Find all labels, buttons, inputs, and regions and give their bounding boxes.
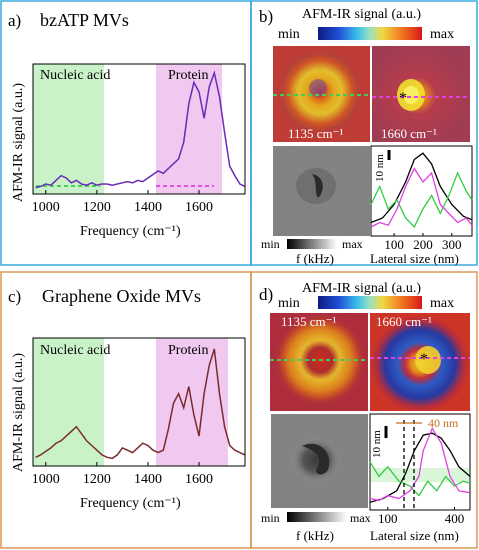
panel-d-colorbar [318,296,422,309]
panel-d-star: * [420,351,428,368]
panel-b-map-1135: 1135 cm⁻¹ [273,46,370,142]
panel-b-star: * [399,90,407,107]
panel-d-map-1135: 1135 cm⁻¹ [270,313,368,411]
panel-b-min: min [278,27,300,42]
panel-c-axes [32,337,246,467]
panel-b-scale-label: 10 nm [374,154,386,182]
panel-d-map2-label: 1660 cm⁻¹ [376,314,432,329]
panel-c-letter: c) [8,287,21,306]
profile-black [370,152,473,224]
panel-d-min: min [278,296,300,311]
panel-b-title: AFM-IR signal (a.u.) [302,7,421,22]
panel-d: d) AFM-IR signal (a.u.) min max 1135 cm⁻… [259,281,471,543]
panel-a-nucleic-label: Nucleic acid [40,68,110,83]
profile-x-tick-label: 400 [445,511,465,526]
panel-d-gray-min: min [261,511,280,525]
profile-green [370,171,473,229]
panel-c-ylabel: AFM-IR signal (a.u.) [11,353,26,472]
panel-b-xticks: 100 200 300 [384,233,462,252]
panel-b-colorbar [318,27,422,40]
panel-b-gray-label: f (kHz) [296,251,334,266]
panel-a-ylabel: AFM-IR signal (a.u.) [11,83,26,202]
panel-c-title: Graphene Oxide MVs [42,286,201,306]
panel-b-gray-max: max [342,237,363,251]
panel-b-map1-label: 1135 cm⁻¹ [288,126,344,141]
profile-x-tick-label: 100 [378,511,398,526]
panel-d-xlabel: Lateral size (nm) [370,528,459,543]
panel-d-max: max [430,296,454,311]
panel-a-axes [32,63,246,195]
panel-a-nucleic-band [33,64,104,194]
x-tick-label: 1600 [185,200,213,215]
panel-b-frame [250,0,478,266]
panel-d-title: AFM-IR signal (a.u.) [302,281,421,296]
panel-a-protein-label: Protein [168,68,208,83]
x-tick-label: 1400 [134,200,162,215]
panel-b-max: max [430,27,454,42]
x-tick-label: 1200 [83,472,111,487]
panel-c-spectrum [35,348,246,460]
panel-b-profile-axes [370,145,473,237]
panel-a-xlabel: Frequency (cm⁻¹) [80,224,181,239]
x-tick-label: 1200 [83,200,111,215]
panel-b-letter: b) [259,7,273,26]
x-tick-label: 1600 [185,472,213,487]
panel-c-protein-label: Protein [168,343,208,358]
panel-b: b) AFM-IR signal (a.u.) min max 1135 cm⁻… [259,7,473,266]
panel-b-gray-min: min [261,237,280,251]
panel-d-graybar [287,512,347,522]
panel-a: a) bzATP MVs Nucleic acid Protein 1000 12… [8,10,246,239]
panel-c-xlabel: Frequency (cm⁻¹) [80,496,181,511]
profile-magenta [370,167,473,228]
profile-x-tick-label: 100 [384,237,404,252]
panel-d-stiffness-map [271,414,368,508]
panel-a-letter: a) [8,11,21,30]
panel-d-xticks: 100 400 [378,507,464,526]
panel-d-map1-label: 1135 cm⁻¹ [281,314,337,329]
panel-b-graybar [287,239,337,249]
x-tick-label: 1000 [32,200,60,215]
profile-x-tick-label: 200 [413,237,433,252]
panel-d-letter: d) [259,285,273,304]
panel-c-nucleic-band [33,338,104,466]
panel-c: c) Graphene Oxide MVs Nucleic acid Prote… [8,286,246,511]
panel-a-spectrum [35,70,246,189]
panel-a-protein-band [156,64,222,194]
panel-b-stiffness-map [273,146,370,236]
panel-b-map-1660: * 1660 cm⁻¹ [372,46,470,142]
panel-d-frame [250,271,478,549]
panel-c-xticks: 1000 1200 1400 1600 [32,462,213,487]
x-tick-label: 1000 [32,472,60,487]
panel-b-map2-label: 1660 cm⁻¹ [381,126,437,141]
profile-magenta [369,426,471,502]
panel-d-gray-label: f (kHz) [296,528,334,543]
panel-c-nucleic-label: Nucleic acid [40,343,110,358]
panel-d-profiles [369,426,471,503]
x-tick-label: 1400 [134,472,162,487]
panel-b-profiles [370,152,473,229]
panel-a-xticks: 1000 1200 1400 1600 [32,190,213,215]
panel-b-xlabel: Lateral size (nm) [370,251,459,266]
profile-x-tick-label: 300 [442,237,462,252]
panel-d-map-1660: * 1660 cm⁻¹ [370,313,470,411]
panel-d-scale-label: 10 nm [371,430,383,458]
panel-d-gray-max: max [350,511,371,525]
panel-a-title: bzATP MVs [40,10,129,30]
panel-d-annotation: 40 nm [428,416,459,430]
profile-black [369,432,471,503]
